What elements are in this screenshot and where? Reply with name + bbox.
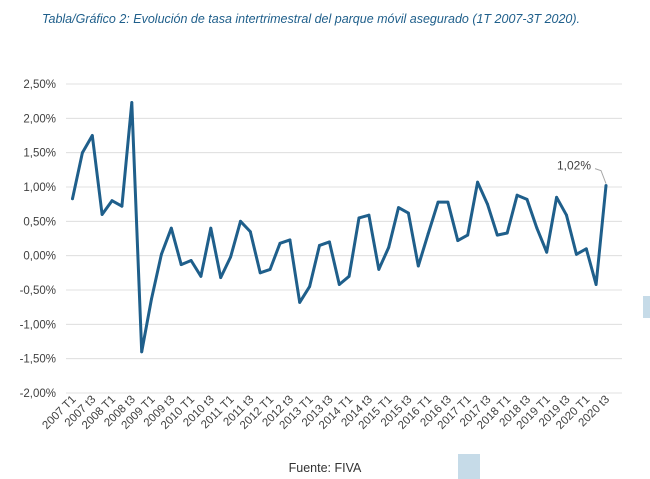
- data-point: [179, 263, 183, 266]
- y-tick-label: -0,50%: [20, 285, 56, 297]
- data-point: [248, 230, 252, 234]
- y-axis-tick-labels: 2,50% 2,00% 1,50% 1,00% 0,50% 0,00% -0,50% -1,0…: [20, 79, 56, 400]
- source-note: Fuente: FIVA: [288, 461, 362, 475]
- data-point: [81, 151, 84, 155]
- series-layer: [71, 101, 608, 354]
- data-point: [575, 252, 578, 256]
- y-tick-label: 2,50%: [23, 79, 56, 91]
- data-point: [347, 274, 351, 278]
- data-point: [604, 184, 608, 188]
- data-point: [239, 219, 242, 223]
- data-point: [189, 259, 193, 262]
- data-point: [268, 268, 272, 271]
- data-point: [426, 232, 430, 236]
- data-point: [337, 283, 341, 286]
- data-point: [377, 268, 381, 271]
- y-tick-label: 2,00%: [23, 113, 56, 125]
- data-point: [278, 241, 282, 245]
- data-point: [130, 101, 134, 104]
- data-point: [90, 134, 94, 137]
- decorative-block-bottom: [458, 454, 480, 479]
- data-point: [555, 195, 558, 199]
- annotation-label: 1,02%: [557, 159, 591, 173]
- data-point: [110, 199, 114, 203]
- data-point: [486, 202, 489, 206]
- data-point: [209, 226, 213, 230]
- y-tick-label: 1,00%: [23, 182, 56, 194]
- data-point: [416, 264, 420, 268]
- gridlines: [66, 83, 622, 394]
- data-point: [387, 246, 391, 249]
- y-tick-label: 0,50%: [23, 216, 56, 228]
- y-tick-label: -1,50%: [20, 354, 56, 366]
- data-point: [199, 274, 203, 278]
- data-point: [328, 240, 331, 244]
- data-point: [288, 238, 292, 242]
- data-point: [436, 200, 440, 204]
- data-point: [495, 233, 499, 237]
- annotation-leader: [594, 168, 607, 184]
- data-point: [120, 204, 124, 208]
- data-point: [71, 197, 74, 201]
- data-point: [515, 193, 519, 197]
- data-point: [476, 180, 479, 184]
- y-tick-label: 1,50%: [23, 148, 56, 160]
- decorative-block-right: [643, 296, 650, 318]
- data-point: [298, 301, 302, 304]
- data-point: [456, 239, 460, 243]
- data-point: [594, 283, 598, 286]
- data-point: [584, 247, 588, 251]
- data-point: [100, 213, 104, 216]
- data-point: [229, 255, 233, 259]
- series-line: [71, 101, 608, 354]
- y-tick-label: -1,00%: [20, 319, 56, 331]
- data-point: [150, 297, 153, 301]
- data-point: [525, 198, 529, 201]
- data-point: [318, 244, 321, 247]
- data-point: [535, 226, 539, 230]
- data-point: [466, 233, 470, 237]
- data-point: [545, 250, 549, 254]
- data-point: [357, 216, 361, 220]
- annotation-layer: 1,02%: [557, 159, 607, 184]
- chart-title: Tabla/Gráfico 2: Evolución de tasa inter…: [42, 12, 581, 26]
- data-point: [565, 213, 568, 217]
- y-tick-label: -2,00%: [20, 388, 56, 400]
- data-point: [505, 231, 509, 235]
- data-point: [160, 252, 163, 256]
- data-point: [446, 200, 450, 204]
- data-point: [258, 271, 262, 275]
- data-point: [140, 350, 144, 354]
- data-point: [308, 285, 311, 288]
- data-point: [219, 276, 223, 279]
- y-tick-label: 0,00%: [23, 251, 56, 263]
- data-point: [169, 226, 173, 230]
- data-point: [367, 213, 371, 217]
- data-point: [407, 211, 410, 215]
- data-point: [397, 206, 400, 210]
